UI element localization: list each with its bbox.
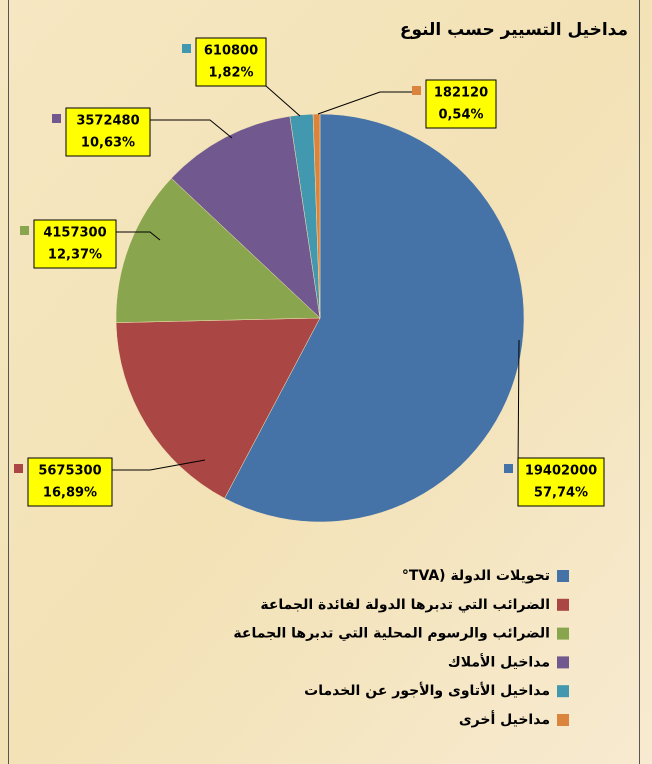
leader-line <box>116 231 161 241</box>
value-label: 610800 <box>204 44 258 59</box>
percentage-label: 0,54% <box>438 108 483 123</box>
legend-label: الضرائب والرسوم المحلية التي تدبرها الجم… <box>233 626 550 642</box>
value-label: 19402000 <box>525 464 597 479</box>
legend-key <box>557 598 569 611</box>
percentage-label: 16,89% <box>43 486 97 501</box>
legend-label: تحويلات الدولة (TVA° <box>402 568 550 584</box>
label-box <box>195 37 267 87</box>
label-box <box>65 107 151 157</box>
pie-slice <box>312 113 321 319</box>
legend-label: مداخيل أخرى <box>459 710 550 728</box>
pie-slice <box>224 113 525 523</box>
value-label: 3572480 <box>76 114 139 129</box>
leader-line <box>112 459 206 471</box>
label-box <box>517 457 605 507</box>
percentage-label: 10,63% <box>81 136 135 151</box>
label-key <box>14 464 23 473</box>
percentage-label: 57,74% <box>534 486 588 501</box>
pie-slice <box>171 115 321 319</box>
chart-title: مداخيل التسيير حسب النوع <box>400 20 628 40</box>
label-key <box>504 464 513 473</box>
value-label: 4157300 <box>43 226 106 241</box>
label-key <box>52 114 61 123</box>
legend-label: مداخيل الأتاوى والأجور عن الخدمات <box>304 682 550 699</box>
label-key <box>20 226 29 235</box>
value-label: 5675300 <box>38 464 101 479</box>
leader-line <box>317 91 414 115</box>
percentage-label: 12,37% <box>48 248 102 263</box>
legend-key <box>557 570 569 582</box>
legend-key <box>557 656 569 669</box>
percentage-label: 1,82% <box>208 66 253 81</box>
legend-key <box>557 627 569 640</box>
legend-label: مداخيل الأملاك <box>448 653 550 670</box>
value-label: 182120 <box>434 86 488 101</box>
leader-line <box>517 339 520 471</box>
pie-slice <box>115 317 321 499</box>
label-key <box>182 44 191 53</box>
label-box <box>27 457 113 507</box>
leader-line <box>265 85 301 117</box>
pie-slice <box>115 177 321 323</box>
label-box <box>425 79 497 129</box>
leader-line <box>150 119 233 139</box>
label-key <box>412 86 421 95</box>
legend-key <box>557 685 569 698</box>
legend-key <box>557 714 569 726</box>
label-box <box>33 219 117 269</box>
legend-label: الضرائب التي تدبرها الدولة لفائدة الجماع… <box>260 597 550 613</box>
